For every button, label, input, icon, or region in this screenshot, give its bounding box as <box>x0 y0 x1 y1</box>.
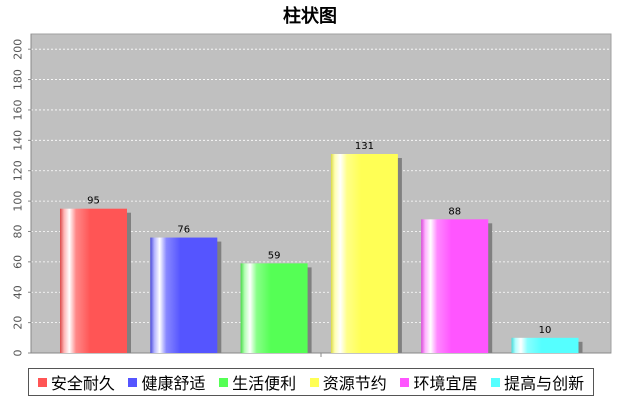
legend-label: 生活便利 <box>232 374 297 393</box>
bar-安全耐久 <box>60 208 127 353</box>
legend-item: 环境宜居 <box>400 370 477 394</box>
bar-value-label: 131 <box>355 141 374 152</box>
y-tick-label: 100 <box>12 191 25 212</box>
y-tick-label: 180 <box>12 69 25 90</box>
legend-swatch <box>400 377 410 387</box>
legend-label: 提高与创新 <box>504 374 585 393</box>
legend-label: 健康舒适 <box>141 374 206 393</box>
bar-提高与创新 <box>511 337 579 353</box>
legend-label: 资源节约 <box>322 374 387 393</box>
y-tick-label: 200 <box>12 39 25 60</box>
chart-title: 柱状图 <box>283 6 337 27</box>
y-tick-label: 20 <box>12 316 25 330</box>
bar-value-label: 76 <box>177 225 190 236</box>
y-tick-label: 60 <box>12 255 25 269</box>
bar-value-label: 10 <box>539 325 552 336</box>
legend-item: 资源节约 <box>309 370 387 394</box>
legend-swatch <box>491 377 501 387</box>
y-tick-label: 80 <box>12 224 25 238</box>
y-tick-label: 0 <box>12 350 25 357</box>
y-tick-label: 140 <box>12 130 25 151</box>
y-tick-label: 40 <box>12 285 25 299</box>
legend-swatch <box>37 377 47 387</box>
legend-label: 安全耐久 <box>50 374 115 393</box>
legend-swatch <box>309 377 319 387</box>
y-tick-label: 160 <box>12 99 25 120</box>
bar-value-label: 59 <box>268 250 281 261</box>
legend-label: 环境宜居 <box>413 374 478 393</box>
legend-item: 安全耐久 <box>37 370 115 394</box>
chart-legend: 安全耐久 健康舒适 生活便利 资源节约 环境宜居 提高与创新 <box>28 368 594 396</box>
legend-swatch <box>128 377 138 387</box>
legend-item: 生活便利 <box>219 370 296 394</box>
bar-资源节约 <box>330 154 398 353</box>
bar-value-label: 95 <box>87 196 100 207</box>
bar-环境宜居 <box>421 219 489 353</box>
bar-chart: 0 20 40 60 80 100 120 140 160 180 200 95 76 59 131 88 10 <box>12 33 612 357</box>
legend-swatch <box>219 377 229 387</box>
bar-生活便利 <box>240 263 308 353</box>
legend-item: 健康舒适 <box>128 370 205 394</box>
bar-value-label: 88 <box>448 206 461 217</box>
y-tick-label: 120 <box>12 160 25 181</box>
bar-健康舒适 <box>150 237 218 353</box>
legend-item: 提高与创新 <box>491 370 584 394</box>
